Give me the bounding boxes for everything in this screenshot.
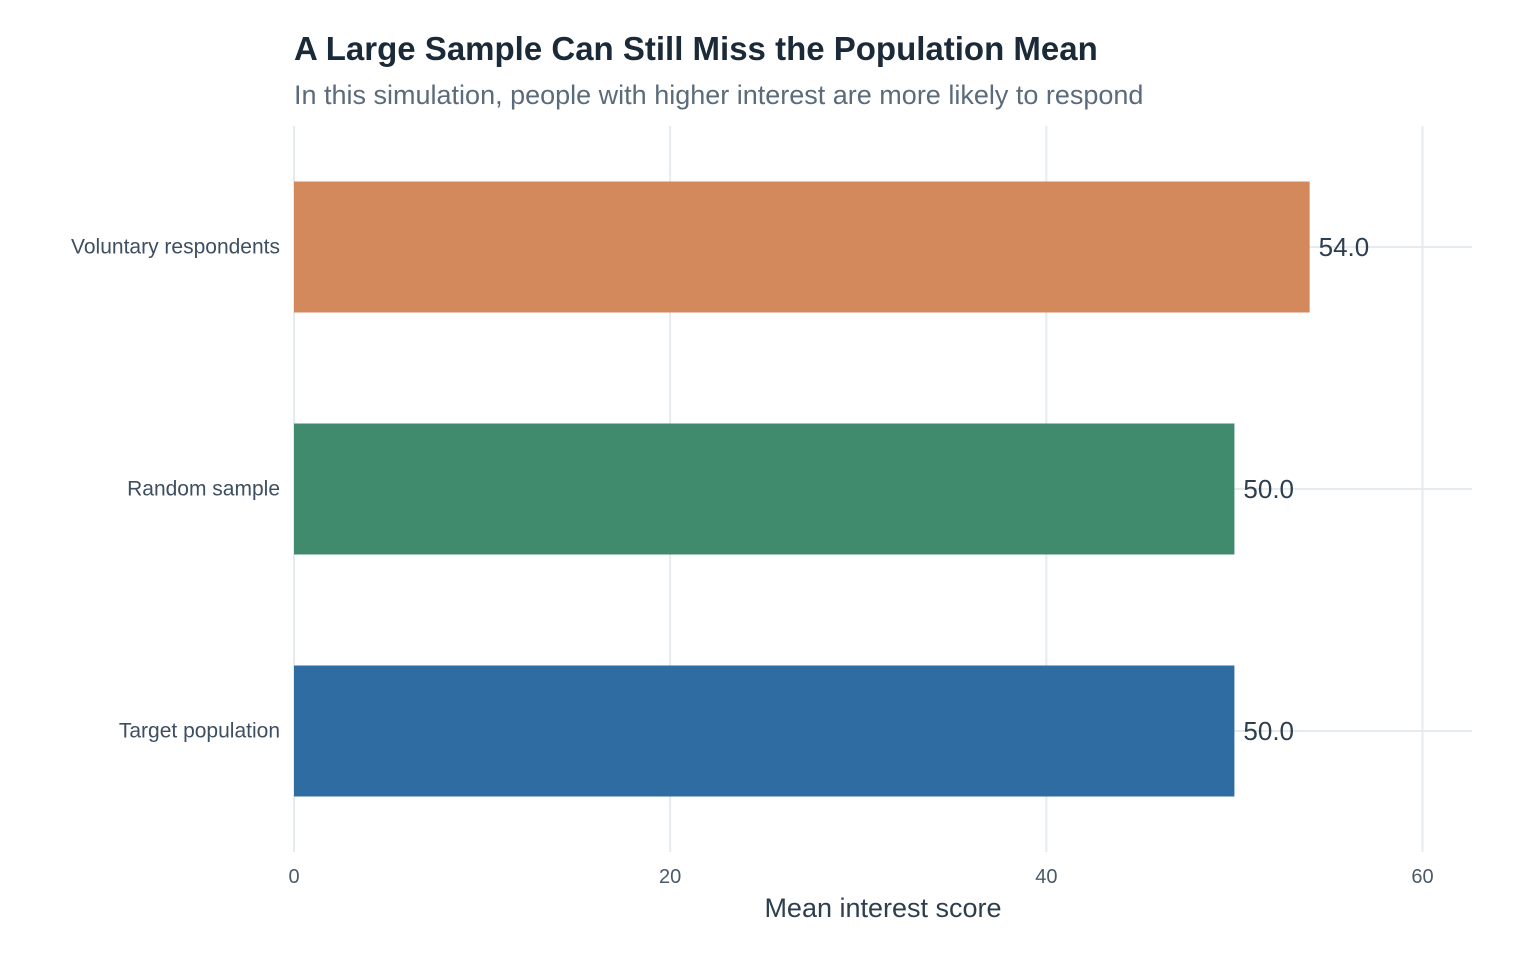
bar-target-population xyxy=(294,665,1235,797)
x-axis-label: Mean interest score xyxy=(764,893,1001,923)
category-label-target-population: Target population xyxy=(119,720,280,743)
value-label-voluntary-respondents: 54.0 xyxy=(1319,232,1370,262)
x-tick-label-0: 0 xyxy=(288,866,299,888)
x-tick-label-20: 20 xyxy=(659,866,681,888)
category-label-voluntary-respondents: Voluntary respondents xyxy=(71,236,280,259)
category-label-random-sample: Random sample xyxy=(127,478,280,501)
x-tick-label-40: 40 xyxy=(1035,866,1057,888)
bar-voluntary-respondents xyxy=(294,181,1310,313)
chart-title: A Large Sample Can Still Miss the Popula… xyxy=(294,30,1098,67)
value-label-target-population: 50.0 xyxy=(1243,716,1294,746)
bar-random-sample xyxy=(294,423,1235,555)
x-tick-label-60: 60 xyxy=(1411,866,1433,888)
value-label-random-sample: 50.0 xyxy=(1243,474,1294,504)
chart-subtitle: In this simulation, people with higher i… xyxy=(294,80,1144,110)
